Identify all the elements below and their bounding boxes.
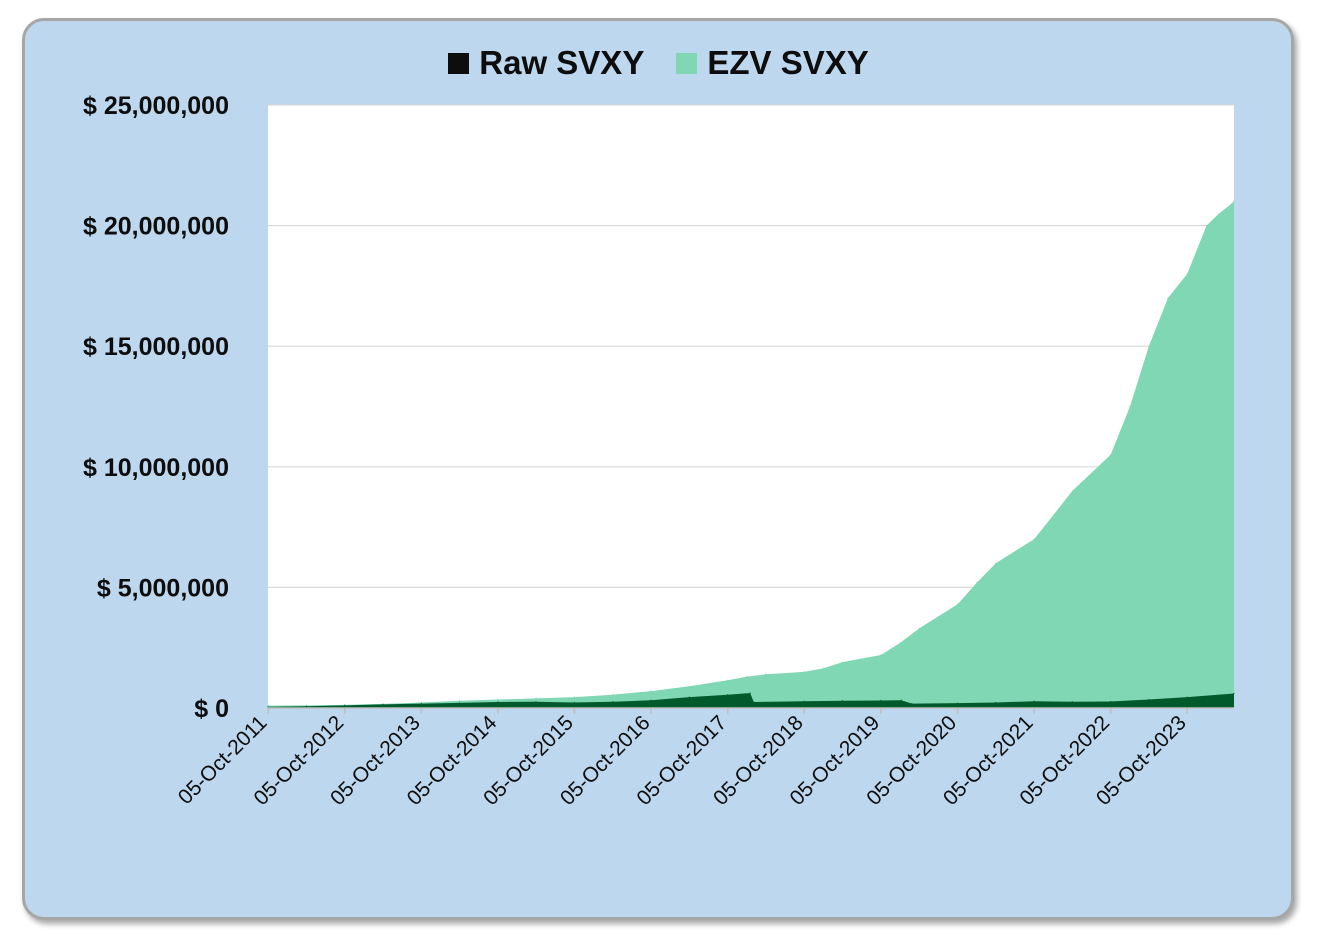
y-axis: $ 0 $ 5,000,000 $ 10,000,000 $ 15,000,000 $ … bbox=[83, 92, 229, 723]
data-point bbox=[305, 705, 307, 707]
data-point bbox=[1071, 490, 1073, 492]
data-point bbox=[911, 703, 913, 705]
data-point bbox=[841, 700, 844, 702]
data-point bbox=[1033, 538, 1035, 540]
data-point bbox=[899, 642, 901, 644]
data-point bbox=[1218, 212, 1220, 215]
data-point bbox=[650, 690, 652, 692]
data-point bbox=[267, 706, 269, 708]
data-point bbox=[573, 701, 576, 704]
data-point bbox=[803, 671, 805, 673]
data-point bbox=[1071, 701, 1073, 703]
data-point bbox=[1233, 692, 1235, 695]
data-point bbox=[727, 694, 729, 696]
y-tick-label: $ 0 bbox=[194, 695, 229, 723]
data-point bbox=[995, 701, 997, 704]
series-area-raw-svxy bbox=[268, 693, 1234, 708]
data-point bbox=[344, 704, 346, 706]
data-point bbox=[900, 699, 902, 701]
data-point bbox=[880, 699, 882, 702]
data-point bbox=[746, 676, 748, 678]
data-point bbox=[1033, 700, 1035, 702]
series-layer bbox=[267, 200, 1235, 709]
data-point bbox=[1186, 696, 1188, 698]
data-point bbox=[1052, 514, 1055, 516]
legend: Raw SVXY EZV SVXY bbox=[0, 44, 1317, 82]
series-area-ezv-svxy bbox=[268, 201, 1234, 709]
data-point bbox=[1233, 200, 1235, 203]
data-point bbox=[841, 661, 844, 663]
data-point bbox=[305, 704, 307, 706]
data-point bbox=[956, 603, 959, 605]
legend-label-ezv: EZV SVXY bbox=[707, 44, 869, 81]
data-point bbox=[420, 703, 422, 705]
data-point bbox=[1186, 273, 1188, 275]
data-point bbox=[1148, 698, 1150, 701]
data-point bbox=[1110, 700, 1112, 703]
data-point bbox=[458, 700, 461, 702]
data-point bbox=[267, 704, 269, 707]
data-point bbox=[497, 698, 499, 701]
y-tick-label: $ 5,000,000 bbox=[97, 574, 229, 602]
data-point bbox=[688, 685, 690, 687]
data-point bbox=[995, 562, 997, 564]
y-tick-label: $ 15,000,000 bbox=[83, 333, 229, 361]
data-point bbox=[573, 696, 576, 698]
data-point bbox=[650, 699, 652, 701]
data-point bbox=[612, 694, 614, 696]
legend-swatch-ezv bbox=[676, 52, 698, 74]
data-point bbox=[1205, 225, 1208, 227]
data-point bbox=[1129, 405, 1131, 408]
data-point bbox=[420, 701, 422, 704]
data-point bbox=[688, 696, 690, 698]
x-axis: 05-Oct-201105-Oct-201205-Oct-201305-Oct-… bbox=[174, 707, 1234, 810]
data-point bbox=[822, 667, 825, 669]
data-point bbox=[918, 627, 920, 630]
data-point bbox=[497, 701, 499, 703]
legend-swatch-raw bbox=[448, 52, 470, 74]
legend-label-raw: Raw SVXY bbox=[479, 44, 645, 81]
y-tick-label: $ 10,000,000 bbox=[83, 454, 229, 482]
legend-item-ezv: EZV SVXY bbox=[676, 44, 869, 82]
data-point bbox=[880, 654, 882, 656]
data-point bbox=[765, 673, 767, 675]
data-point bbox=[612, 701, 614, 703]
data-point bbox=[535, 701, 537, 703]
legend-item-raw: Raw SVXY bbox=[448, 44, 644, 82]
data-point bbox=[753, 701, 755, 703]
data-point bbox=[956, 702, 959, 704]
data-point bbox=[749, 692, 751, 694]
data-point bbox=[458, 702, 461, 704]
data-point bbox=[976, 581, 978, 584]
data-point bbox=[803, 700, 805, 702]
data-point bbox=[1167, 297, 1169, 299]
y-tick-label: $ 25,000,000 bbox=[83, 92, 229, 120]
data-point bbox=[727, 679, 729, 681]
data-point bbox=[1148, 345, 1150, 347]
y-tick-label: $ 20,000,000 bbox=[83, 213, 229, 241]
data-point bbox=[535, 697, 537, 699]
data-point bbox=[1110, 454, 1112, 456]
data-point bbox=[382, 703, 384, 705]
